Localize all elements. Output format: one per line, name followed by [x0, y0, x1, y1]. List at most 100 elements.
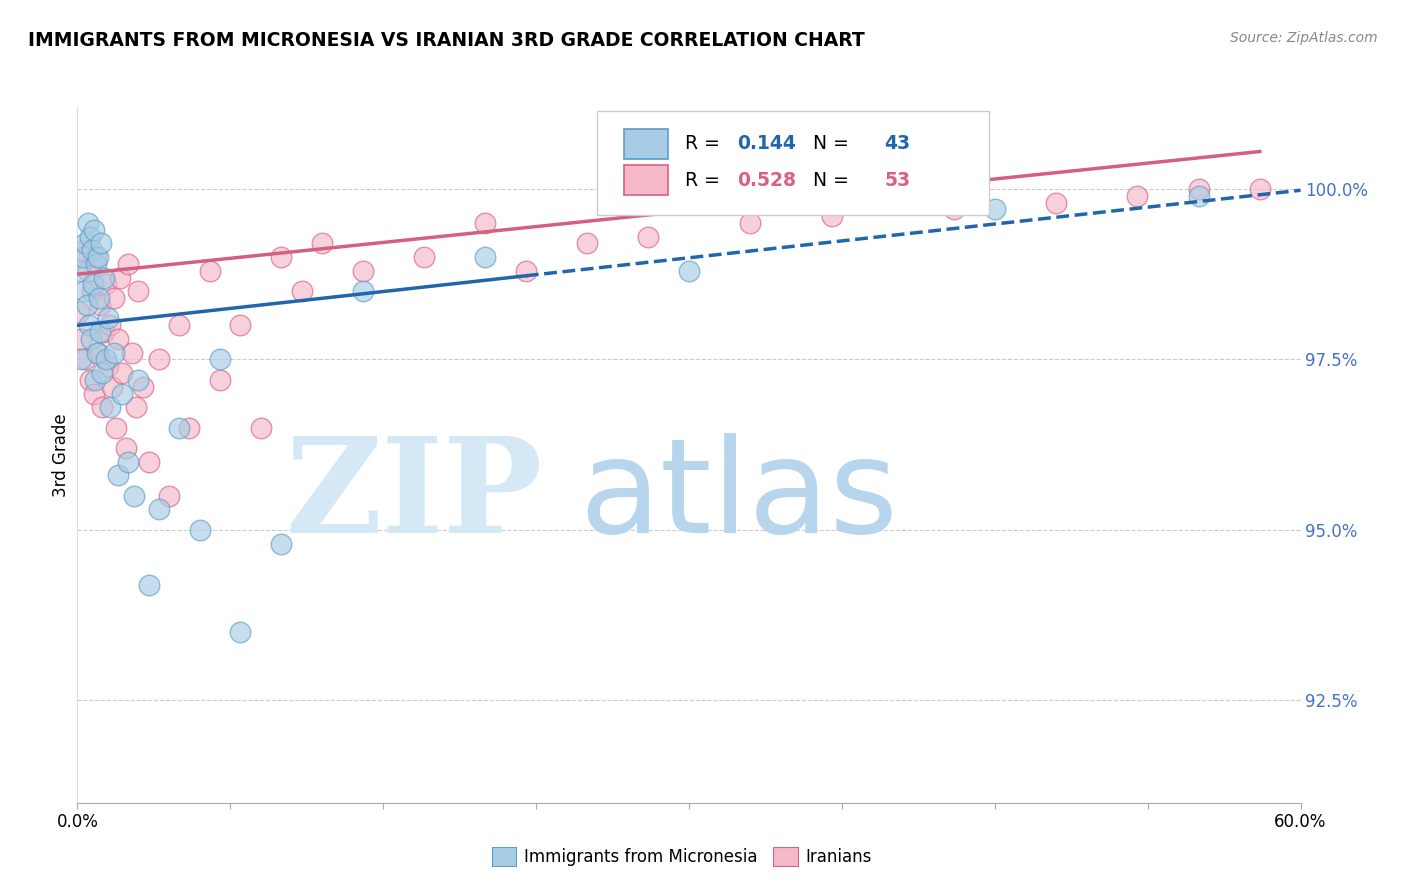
Point — [108, 270, 131, 285]
Point — [97, 311, 120, 326]
Point — [89, 325, 111, 339]
Point — [79, 373, 101, 387]
Point — [76, 298, 98, 312]
Point — [179, 420, 201, 434]
Point — [90, 236, 112, 251]
Point — [678, 264, 700, 278]
Point — [188, 523, 211, 537]
Point — [93, 325, 115, 339]
Point — [128, 284, 150, 298]
FancyBboxPatch shape — [624, 166, 668, 194]
Point — [93, 270, 115, 285]
Point — [76, 216, 98, 230]
Point — [984, 202, 1007, 217]
Point — [90, 400, 112, 414]
Text: N =: N = — [801, 170, 855, 190]
Point — [128, 373, 150, 387]
Text: 53: 53 — [884, 170, 911, 190]
Text: R =: R = — [685, 135, 725, 153]
Point — [79, 229, 101, 244]
Point — [148, 352, 170, 367]
Point — [83, 373, 105, 387]
Point — [131, 380, 153, 394]
Point — [821, 209, 844, 223]
Point — [107, 332, 129, 346]
Point — [73, 284, 96, 298]
Point — [352, 284, 374, 298]
Y-axis label: 3rd Grade: 3rd Grade — [52, 413, 70, 497]
Point — [97, 359, 120, 374]
Point — [86, 345, 108, 359]
Point — [413, 250, 436, 264]
Point — [115, 441, 138, 455]
Point — [105, 420, 128, 434]
Point — [117, 455, 139, 469]
Text: IMMIGRANTS FROM MICRONESIA VS IRANIAN 3RD GRADE CORRELATION CHART: IMMIGRANTS FROM MICRONESIA VS IRANIAN 3R… — [28, 31, 865, 50]
Point — [94, 277, 117, 292]
FancyBboxPatch shape — [624, 129, 668, 159]
Point — [169, 420, 191, 434]
Point — [77, 318, 100, 333]
Point — [75, 236, 97, 251]
Point — [111, 366, 134, 380]
Point — [291, 284, 314, 298]
Text: ZIP: ZIP — [285, 432, 543, 561]
Point — [72, 250, 94, 264]
Point — [474, 216, 496, 230]
Text: Source: ZipAtlas.com: Source: ZipAtlas.com — [1230, 31, 1378, 45]
Point — [80, 284, 103, 298]
Point — [75, 352, 97, 367]
Point — [250, 420, 273, 434]
Point — [1188, 182, 1211, 196]
Point — [103, 291, 125, 305]
Text: Immigrants from Micronesia: Immigrants from Micronesia — [524, 848, 758, 866]
Point — [94, 352, 117, 367]
Point — [69, 264, 91, 278]
Point — [101, 380, 124, 394]
Point — [157, 489, 180, 503]
Point — [89, 298, 111, 312]
Point — [1045, 195, 1067, 210]
Point — [84, 250, 107, 264]
Point — [138, 455, 160, 469]
Text: atlas: atlas — [579, 434, 898, 560]
Point — [70, 332, 93, 346]
Point — [67, 304, 90, 318]
Point — [87, 291, 110, 305]
Point — [1126, 188, 1149, 202]
Point — [270, 250, 292, 264]
Point — [121, 345, 143, 359]
Point — [148, 502, 170, 516]
Point — [169, 318, 191, 333]
Point — [117, 257, 139, 271]
Point — [87, 345, 110, 359]
Point — [83, 386, 105, 401]
Point — [943, 202, 966, 217]
Point — [637, 229, 659, 244]
FancyBboxPatch shape — [598, 111, 988, 215]
Point — [198, 264, 221, 278]
Point — [98, 400, 121, 414]
Point — [90, 366, 112, 380]
Point — [1249, 182, 1271, 196]
Point — [474, 250, 496, 264]
Point — [515, 264, 537, 278]
Point — [82, 277, 104, 292]
Point — [270, 536, 292, 550]
Point — [72, 244, 94, 258]
Point — [87, 250, 110, 264]
Point — [76, 264, 98, 278]
Text: N =: N = — [801, 135, 855, 153]
Text: 0.144: 0.144 — [737, 135, 796, 153]
Point — [576, 236, 599, 251]
Point — [103, 345, 125, 359]
Point — [352, 264, 374, 278]
Point — [138, 577, 160, 591]
Point — [70, 352, 93, 367]
Point — [209, 352, 232, 367]
Point — [83, 223, 105, 237]
Point — [84, 257, 107, 271]
Point — [740, 216, 762, 230]
Text: 0.528: 0.528 — [737, 170, 796, 190]
Point — [80, 244, 103, 258]
